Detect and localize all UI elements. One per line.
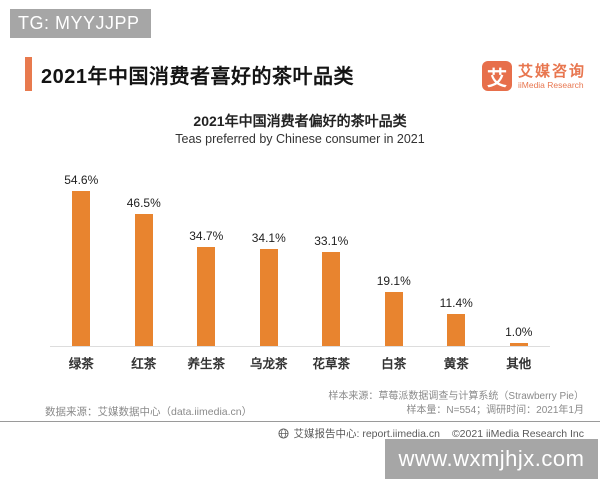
category-label: 其他 <box>506 357 532 371</box>
iimedia-logo-icon: 艾 <box>481 61 512 91</box>
bottom-watermark: www.wxmjhjx.com <box>385 439 598 479</box>
logo-name-cn: 艾媒咨询 <box>517 62 586 80</box>
bar-group: 19.1% <box>363 162 426 346</box>
category-label: 白茶 <box>381 357 407 371</box>
bar-chart-plot: 54.6% 46.5% 34.7% 34.1% 33.1% 19.1% 11.4% 1.0% <box>50 162 550 347</box>
sample-notes: 样本来源：草莓派数据调查与计算系统（Strawberry Pie） 样本量：N=… <box>328 390 584 418</box>
bar <box>259 249 278 346</box>
sample-size-note: 样本量：N=554；调研时间：2021年1月 <box>406 405 584 416</box>
header: 2021年中国消费者喜好的茶叶品类 <box>25 57 354 91</box>
category-axis: 绿茶 红茶 养生茶 乌龙茶 花草茶 白茶 黄茶 其他 <box>50 353 550 372</box>
bar-value-label: 34.1% <box>251 231 286 245</box>
copyright-text: ©2021 iiMedia Research Inc <box>451 427 584 440</box>
category-label: 养生茶 <box>187 357 225 371</box>
report-center-text: 艾媒报告中心: report.iimedia.cn <box>293 428 440 440</box>
bar-group: 33.1% <box>300 162 363 346</box>
bar <box>72 191 91 346</box>
bar-group: 46.5% <box>113 162 176 346</box>
category-label: 花草茶 <box>312 357 350 371</box>
category-label: 黄茶 <box>443 357 469 371</box>
page-title: 2021年中国消费者喜好的茶叶品类 <box>41 65 354 88</box>
bar-value-label: 54.6% <box>64 173 99 187</box>
title-accent-bar <box>25 57 32 91</box>
bar <box>509 343 528 346</box>
bar-value-label: 46.5% <box>126 196 161 210</box>
bar <box>322 252 341 346</box>
bar-value-label: 11.4% <box>439 296 473 310</box>
category-label: 乌龙茶 <box>249 357 288 371</box>
bar <box>134 214 153 346</box>
bar-group: 1.0% <box>488 162 551 346</box>
bar-value-label: 1.0% <box>505 325 533 339</box>
chart-subtitle: Teas preferred by Chinese consumer in 20… <box>175 132 425 146</box>
category-label: 绿茶 <box>68 357 94 371</box>
top-watermark: TG: MYYJJPP <box>10 9 151 38</box>
bar-group: 34.1% <box>238 162 301 346</box>
iimedia-logo: 艾 艾媒咨询 iiMedia Research <box>481 61 586 91</box>
footer-divider <box>0 421 600 422</box>
bar-value-label: 19.1% <box>376 274 411 288</box>
bar <box>384 292 403 346</box>
bar-value-label: 33.1% <box>314 234 349 248</box>
globe-icon <box>278 428 290 439</box>
bar <box>447 314 466 346</box>
bar-group: 11.4% <box>425 162 488 346</box>
bottom-watermark-text: www.wxmjhjx.com <box>398 446 585 471</box>
sample-source-note: 样本来源：草莓派数据调查与计算系统（Strawberry Pie） <box>328 391 584 402</box>
bar <box>197 247 216 346</box>
category-label: 红茶 <box>131 357 157 371</box>
logo-text: 艾媒咨询 iiMedia Research <box>518 63 586 90</box>
bar-value-label: 34.7% <box>189 229 224 243</box>
logo-icon-char: 艾 <box>486 67 507 90</box>
top-watermark-text: TG: MYYJJPP <box>18 13 140 33</box>
logo-name-en: iiMedia Research <box>517 79 584 90</box>
chart-title: 2021年中国消费者偏好的茶叶品类 <box>193 113 407 129</box>
footer: 艾媒报告中心: report.iimedia.cn ©2021 iiMedia … <box>278 426 584 441</box>
data-source-note: 数据来源：艾媒数据中心（data.iimedia.cn） <box>45 406 253 418</box>
bar-group: 34.7% <box>175 162 238 346</box>
bar-group: 54.6% <box>50 162 113 346</box>
